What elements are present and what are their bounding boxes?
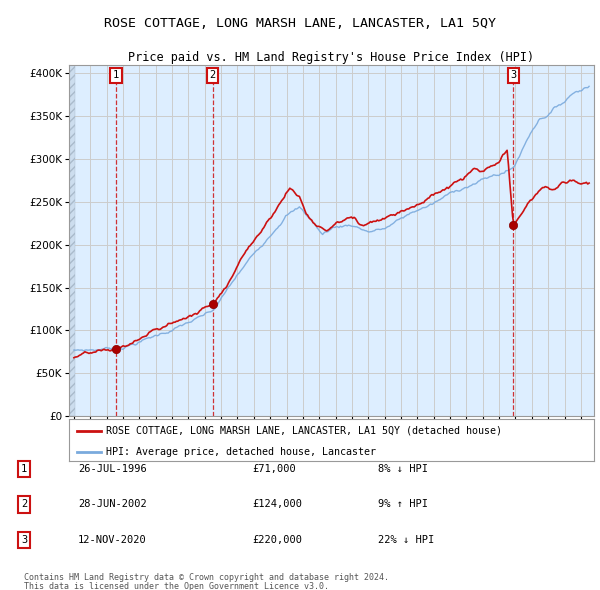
Text: £124,000: £124,000 — [252, 500, 302, 509]
Text: This data is licensed under the Open Government Licence v3.0.: This data is licensed under the Open Gov… — [24, 582, 329, 590]
Text: ROSE COTTAGE, LONG MARSH LANE, LANCASTER, LA1 5QY: ROSE COTTAGE, LONG MARSH LANE, LANCASTER… — [104, 17, 496, 30]
Text: 28-JUN-2002: 28-JUN-2002 — [78, 500, 147, 509]
Text: 26-JUL-1996: 26-JUL-1996 — [78, 464, 147, 474]
Text: 8% ↓ HPI: 8% ↓ HPI — [378, 464, 428, 474]
Text: 2: 2 — [21, 500, 27, 509]
Text: 3: 3 — [510, 70, 517, 80]
Text: 1: 1 — [21, 464, 27, 474]
Text: 9% ↑ HPI: 9% ↑ HPI — [378, 500, 428, 509]
Text: 12-NOV-2020: 12-NOV-2020 — [78, 535, 147, 545]
Text: 2: 2 — [209, 70, 216, 80]
Text: Contains HM Land Registry data © Crown copyright and database right 2024.: Contains HM Land Registry data © Crown c… — [24, 573, 389, 582]
Text: 22% ↓ HPI: 22% ↓ HPI — [378, 535, 434, 545]
Text: £71,000: £71,000 — [252, 464, 296, 474]
Bar — [69, 65, 75, 416]
Text: 1: 1 — [113, 70, 119, 80]
Text: 3: 3 — [21, 535, 27, 545]
Text: £220,000: £220,000 — [252, 535, 302, 545]
Title: Price paid vs. HM Land Registry's House Price Index (HPI): Price paid vs. HM Land Registry's House … — [128, 51, 535, 64]
Text: HPI: Average price, detached house, Lancaster: HPI: Average price, detached house, Lanc… — [106, 447, 376, 457]
Text: ROSE COTTAGE, LONG MARSH LANE, LANCASTER, LA1 5QY (detached house): ROSE COTTAGE, LONG MARSH LANE, LANCASTER… — [106, 426, 502, 436]
